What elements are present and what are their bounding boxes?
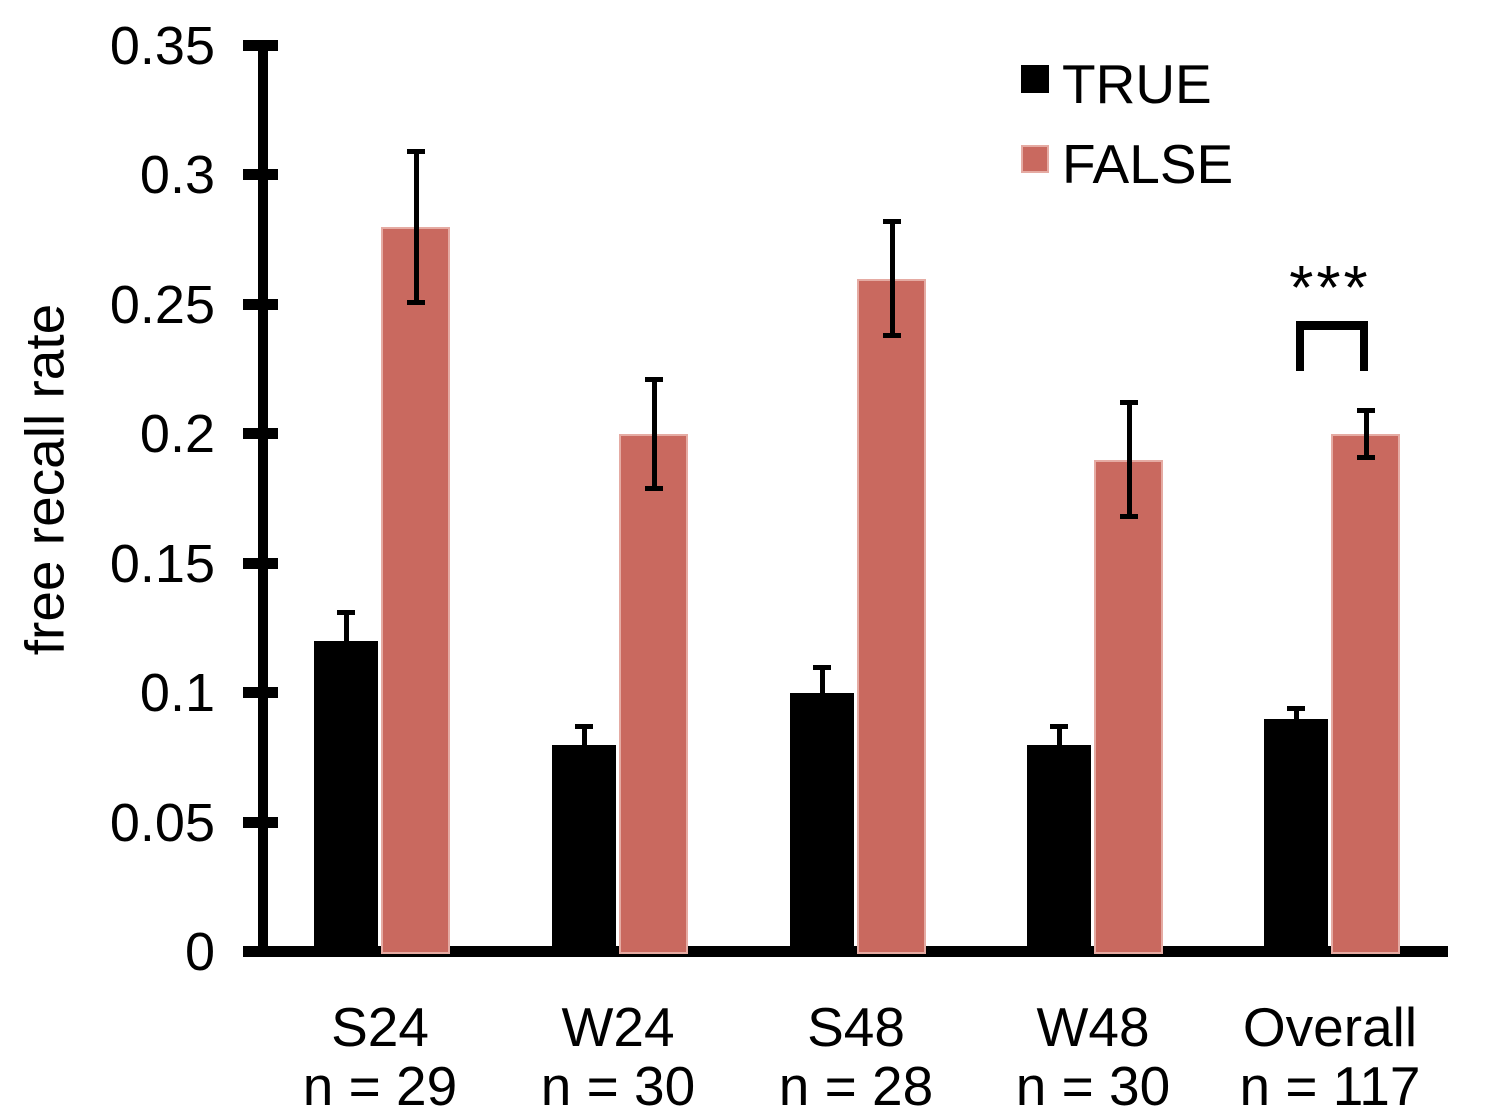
- x-category-name: S24: [331, 996, 429, 1058]
- error-bar-line: [581, 724, 587, 745]
- y-tick-mark: [243, 298, 278, 310]
- error-bar-line: [1293, 705, 1299, 719]
- y-tick-label: 0.05: [109, 792, 215, 853]
- y-tick-label: 0.15: [109, 533, 215, 594]
- x-category-s48: S48 n = 28: [716, 998, 996, 1113]
- error-bar-cap-top: [883, 219, 901, 225]
- error-bar-line: [819, 664, 825, 693]
- y-tick-label: 0.1: [139, 663, 215, 723]
- x-category-n: n = 30: [1015, 1055, 1171, 1113]
- error-bar-line: [413, 149, 419, 305]
- x-category-overall: Overall n = 117: [1190, 998, 1470, 1113]
- error-bar-cap-bottom: [1357, 454, 1375, 460]
- error-bar-line: [651, 377, 657, 491]
- error-bar-cap-top: [407, 149, 425, 155]
- error-bar-cap-top: [1120, 400, 1138, 406]
- x-category-w24: W24 n = 30: [478, 998, 758, 1113]
- bar-true-w48: [1027, 744, 1091, 954]
- x-category-n: n = 30: [540, 1055, 696, 1113]
- y-tick-mark: [243, 169, 278, 180]
- error-bar-cap-top: [645, 377, 663, 383]
- significance-bracket-top: [1296, 321, 1368, 330]
- bar-false-s48: [857, 278, 926, 954]
- y-tick-label: 0.25: [109, 274, 215, 335]
- y-tick-label: 0: [184, 922, 215, 982]
- y-tick-label: 0.3: [139, 145, 215, 205]
- bar-true-overall: [1264, 718, 1328, 954]
- y-axis-title: free recall rate: [13, 303, 76, 656]
- x-category-name: W48: [1036, 996, 1150, 1058]
- y-tick-mark: [243, 816, 278, 828]
- y-tick-label: 0.35: [109, 15, 215, 76]
- bar-true-s48: [790, 693, 854, 954]
- y-tick-mark: [243, 557, 278, 569]
- error-bar-line: [343, 610, 349, 642]
- y-tick-mark: [243, 946, 278, 957]
- error-bar-cap-bottom: [407, 299, 425, 305]
- bar-false-s24: [381, 226, 450, 954]
- error-bar-cap-top: [337, 610, 355, 616]
- error-bar-cap-top: [1357, 408, 1375, 414]
- error-bar-cap-top: [1050, 724, 1068, 730]
- legend-label-false: FALSE: [1062, 133, 1234, 195]
- significance-bracket-right-leg: [1360, 321, 1368, 371]
- y-axis-line: [258, 41, 268, 956]
- x-category-name: Overall: [1242, 996, 1418, 1058]
- legend-swatch-true: [1021, 65, 1049, 93]
- significance-stars: ***: [1289, 254, 1371, 323]
- significance-bracket-left-leg: [1296, 321, 1304, 371]
- y-tick-mark: [243, 687, 278, 698]
- x-category-n: n = 28: [778, 1055, 934, 1113]
- bar-true-w24: [552, 744, 616, 954]
- error-bar-line: [889, 219, 895, 339]
- x-category-name: W24: [561, 996, 675, 1058]
- y-tick-label: 0.2: [139, 404, 215, 464]
- error-bar-line: [1363, 408, 1369, 460]
- legend-label-true: TRUE: [1062, 53, 1212, 115]
- error-bar-cap-top: [813, 664, 831, 670]
- error-bar-line: [1056, 724, 1062, 745]
- y-tick-mark: [243, 39, 278, 51]
- bar-false-w24: [619, 434, 688, 954]
- x-category-name: S48: [807, 996, 905, 1058]
- error-bar-cap-top: [1287, 705, 1305, 711]
- error-bar-cap-bottom: [645, 485, 663, 491]
- x-category-n: n = 117: [1239, 1055, 1421, 1113]
- bar-false-w48: [1094, 459, 1163, 954]
- x-category-s24: S24 n = 29: [240, 998, 520, 1113]
- legend-swatch-false: [1021, 145, 1049, 173]
- error-bar-cap-bottom: [883, 333, 901, 339]
- bar-false-overall: [1331, 434, 1400, 954]
- y-tick-mark: [243, 428, 278, 439]
- error-bar-cap-bottom: [1120, 514, 1138, 520]
- x-category-w48: W48 n = 30: [953, 998, 1233, 1113]
- error-bar-cap-top: [575, 724, 593, 730]
- x-category-n: n = 29: [302, 1055, 458, 1113]
- bar-true-s24: [314, 641, 378, 954]
- error-bar-line: [1126, 400, 1132, 520]
